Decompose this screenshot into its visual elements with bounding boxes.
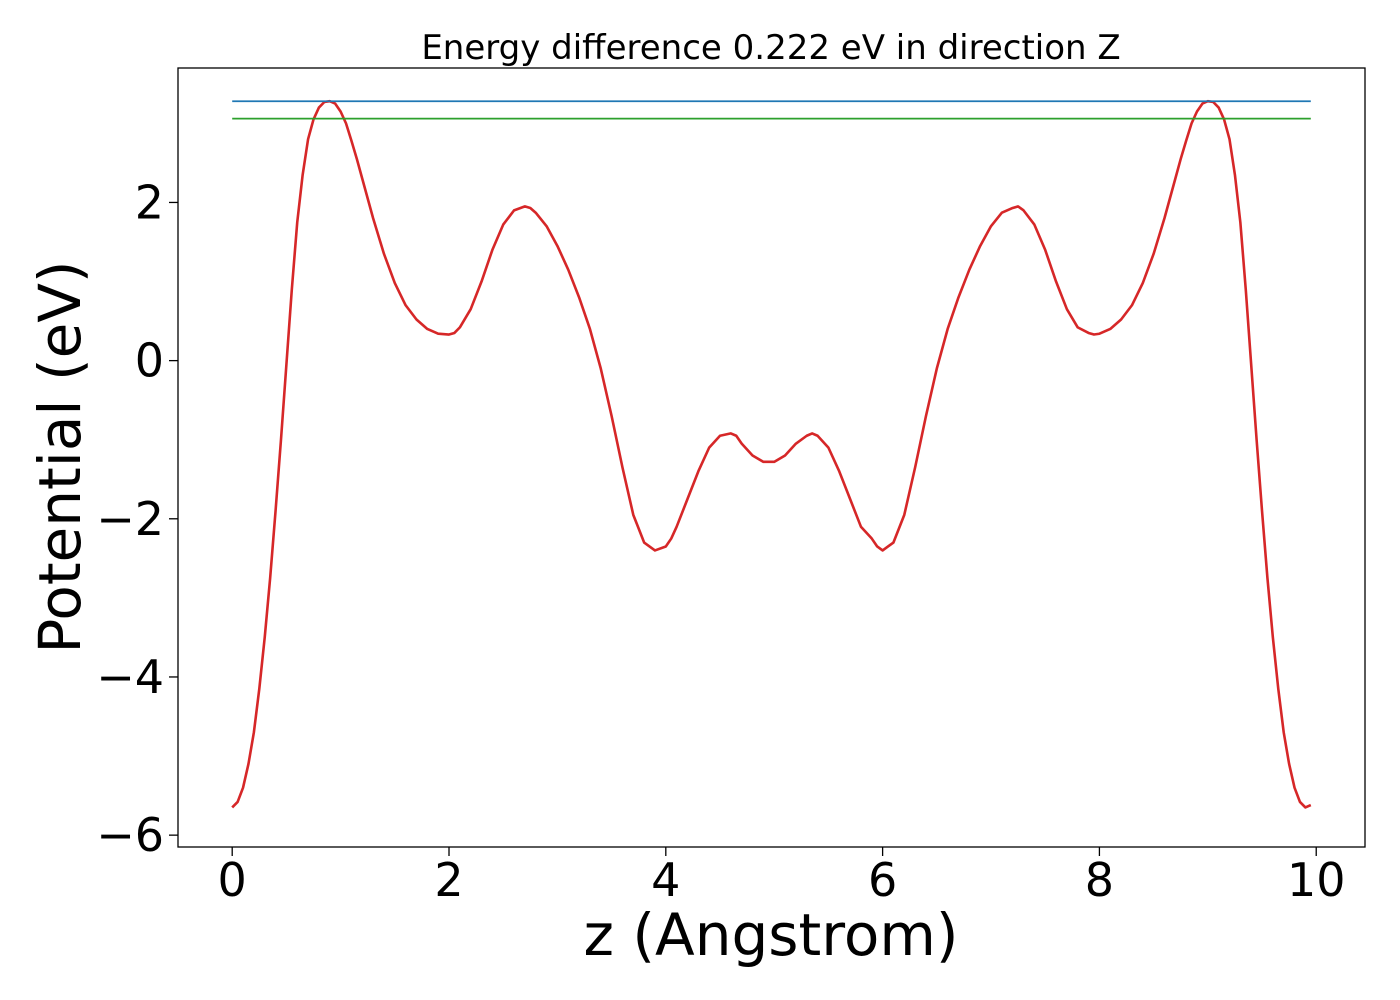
plot-frame [177, 67, 1366, 848]
x-tick-label: 0 [218, 853, 247, 907]
x-tick-label: 8 [1085, 853, 1114, 907]
x-axis-label: z (Angstrom) [584, 901, 959, 969]
x-axis: 0 2 4 6 8 10 [218, 847, 1346, 907]
x-tick-label: 6 [868, 853, 897, 907]
y-tick-label: 2 [135, 175, 164, 229]
chart-title: Energy difference 0.222 eV in direction … [421, 28, 1120, 68]
x-tick-label: 4 [651, 853, 680, 907]
x-tick-label: 2 [434, 853, 463, 907]
y-axis-label: Potential (eV) [26, 260, 94, 653]
y-tick-label: −6 [96, 808, 164, 862]
y-tick-label: 0 [135, 334, 164, 388]
y-axis: −6 −4 −2 0 2 [96, 175, 178, 862]
potential-curve-line [231, 99, 1312, 809]
plot-area [231, 99, 1312, 809]
x-tick-label: 10 [1287, 853, 1346, 907]
y-tick-label: −4 [96, 650, 164, 704]
y-tick-label: −2 [96, 492, 164, 546]
